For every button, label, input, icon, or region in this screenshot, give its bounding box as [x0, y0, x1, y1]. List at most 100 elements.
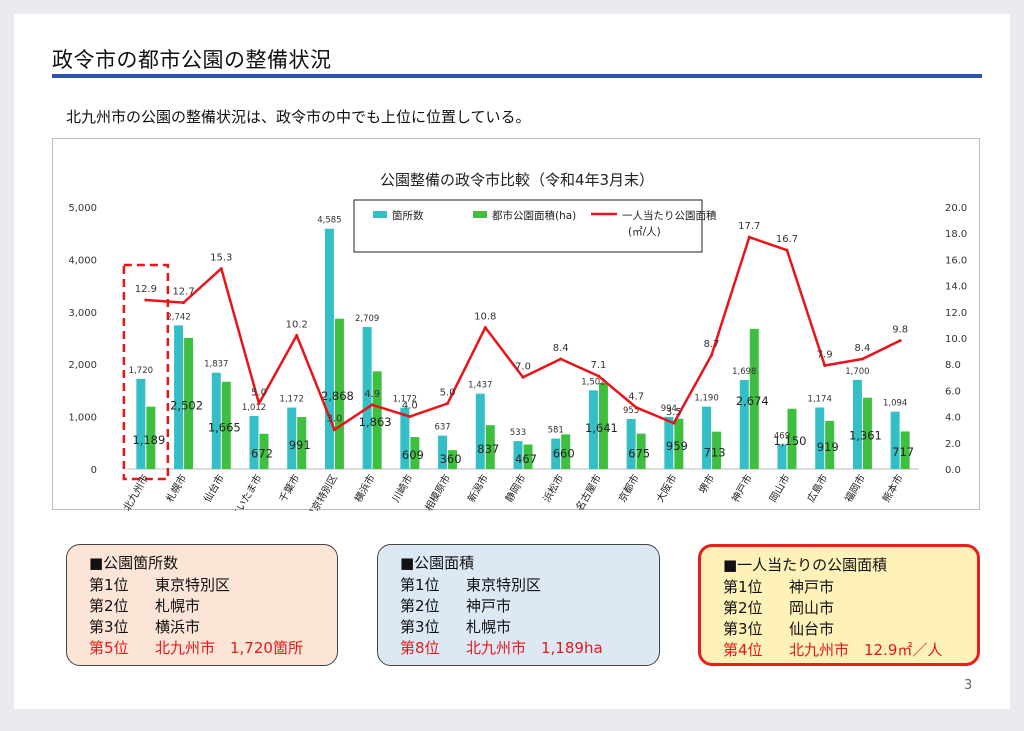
label-per-capita: 17.7 [738, 221, 760, 232]
x-tick-label: 岡山市 [766, 472, 792, 504]
legend-label: 都市公園面積(ha) [492, 209, 576, 222]
y-right-tick-label: 12.0 [945, 308, 967, 319]
x-tick-label: 仙台市 [201, 472, 227, 504]
point-per-capita [219, 267, 223, 271]
summary-per-capita-rows: 第1位 神戸市 第2位 岡山市 第3位 仙台市 第4位 北九州市 12.9㎡／人 [723, 577, 977, 661]
y-left-tick-label: 2,000 [68, 360, 97, 371]
bar-park-area [410, 437, 420, 469]
label-park-area: 919 [817, 440, 839, 454]
ranking-row: 第1位 神戸市 [723, 577, 977, 598]
bar-park-area [825, 420, 835, 469]
summary-box-area: ■公園面積 第1位 東京特別区 第2位 神戸市 第3位 札幌市 第8位 北九州市 1,189h… [377, 544, 660, 666]
y-left-tick-label: 5,000 [68, 203, 97, 214]
ranking-row: 第3位 横浜市 [89, 617, 337, 638]
x-tick-label: 熊本市 [879, 472, 905, 504]
title-rule [52, 74, 982, 78]
ranking-text: 東京特別区 [466, 576, 542, 594]
label-per-capita: 10.8 [474, 312, 496, 323]
ranking-rank: 第2位 [89, 597, 129, 615]
summary-count-rows: 第1位 東京特別区第2位 札幌市第3位 横浜市第5位 北九州市 1,720箇所 [89, 575, 337, 659]
x-tick-label: 神戸市 [729, 472, 755, 504]
y-left-tick-label: 0 [91, 465, 97, 476]
label-park-area: 672 [251, 446, 273, 460]
ranking-row: 第2位 札幌市 [89, 596, 337, 617]
summary-area-rows: 第1位 東京特別区 第2位 神戸市 第3位 札幌市 第8位 北九州市 1,189ha [400, 575, 659, 659]
bar-park-count [890, 411, 900, 469]
label-park-count: 955 [623, 406, 639, 416]
highlight-box [122, 263, 170, 481]
label-per-capita: 15.3 [210, 253, 232, 264]
label-park-area: 2,502 [170, 398, 203, 412]
y-right-tick-label: 2.0 [945, 439, 961, 450]
ranking-text: 北九州市 1,720箇所 [155, 639, 303, 657]
bar-park-count [287, 407, 297, 469]
label-park-area: 360 [440, 452, 462, 466]
bar-park-count [739, 380, 749, 469]
ranking-rank: 第1位 [89, 576, 129, 594]
ranking-text: 札幌市 [155, 597, 201, 615]
x-tick-label: 静岡市 [502, 472, 528, 504]
label-park-area: 1,150 [774, 434, 807, 448]
y-right-tick-label: 20.0 [945, 203, 967, 214]
ranking-rank: 第3位 [89, 618, 129, 636]
ranking-row: 第2位 岡山市 [723, 598, 977, 619]
ranking-rank: 第1位 [723, 578, 763, 596]
label-park-count: 1,190 [694, 394, 718, 404]
point-per-capita [785, 248, 789, 252]
label-park-area: 713 [704, 445, 726, 459]
legend-label: 一人当たり公園面積 [622, 209, 717, 222]
summary-count-heading: ■公園箇所数 [89, 554, 179, 572]
ranking-rank: 第3位 [400, 618, 440, 636]
point-per-capita [898, 339, 902, 343]
slide: 政令市の都市公園の整備状況 北九州市の公園の整備状況は、政令市の中でも上位に位置… [14, 14, 1010, 709]
summary-per-capita-heading: ■一人当たりの公園面積 [723, 556, 888, 574]
bar-park-count [136, 378, 146, 469]
point-per-capita [370, 403, 374, 407]
bar-park-area [523, 444, 533, 469]
bar-park-count [438, 435, 448, 469]
bar-park-count [400, 407, 410, 469]
label-park-count: 581 [548, 426, 564, 436]
bar-park-area [372, 371, 382, 469]
bar-park-count [664, 416, 674, 469]
chart-title: 公園整備の政令市比較（令和4年3月末） [380, 171, 654, 189]
ranking-row: 第5位 北九州市 1,720箇所 [89, 638, 337, 659]
label-park-count: 1,012 [242, 403, 266, 413]
label-per-capita: 3.5 [666, 407, 682, 418]
x-tick-label: 京都市 [615, 472, 641, 504]
legend-label: 箇所数 [392, 209, 424, 222]
label-park-count: 1,172 [393, 395, 417, 405]
label-per-capita: 5.0 [251, 388, 267, 399]
park-comparison-chart: 公園整備の政令市比較（令和4年3月末） 0 1,000 2,000 3,000 4,000… [68, 171, 967, 511]
ranking-text: 仙台市 [789, 620, 835, 638]
ranking-text: 北九州市 1,189ha [466, 639, 603, 657]
x-tick-label: 浜松市 [540, 472, 566, 504]
y-right-tick-label: 16.0 [945, 255, 967, 266]
ranking-row: 第2位 神戸市 [400, 596, 659, 617]
label-per-capita: 4.0 [402, 401, 418, 412]
bar-park-count [626, 418, 636, 469]
label-park-area: 1,863 [359, 415, 392, 429]
ranking-text: 横浜市 [155, 618, 201, 636]
label-park-count: 1,837 [204, 360, 228, 370]
x-tick-label: 東京特別区 [304, 472, 340, 511]
label-park-count: 533 [510, 428, 526, 438]
page-subtitle: 北九州市の公園の整備状況は、政令市の中でも上位に位置している。 [66, 108, 531, 126]
label-per-capita: 10.2 [286, 319, 308, 330]
label-park-count: 1,174 [808, 394, 832, 404]
bar-park-count [362, 327, 372, 469]
bar-park-count [249, 415, 259, 469]
point-per-capita [559, 357, 563, 361]
label-per-capita: 12.7 [172, 287, 194, 298]
label-park-area: 660 [553, 447, 575, 461]
label-park-count: 4,585 [317, 216, 341, 226]
y-right-tick-label: 4.0 [945, 413, 961, 424]
x-tick-label: 千葉市 [276, 472, 302, 504]
ranking-text: 東京特別区 [155, 576, 231, 594]
ranking-rank: 第2位 [400, 597, 440, 615]
label-per-capita: 12.9 [135, 284, 157, 295]
y-left-tick-label: 1,000 [68, 413, 97, 424]
y-left-tick-label: 4,000 [68, 255, 97, 266]
label-park-area: 467 [515, 452, 537, 466]
x-tick-label: 横浜市 [351, 472, 377, 504]
